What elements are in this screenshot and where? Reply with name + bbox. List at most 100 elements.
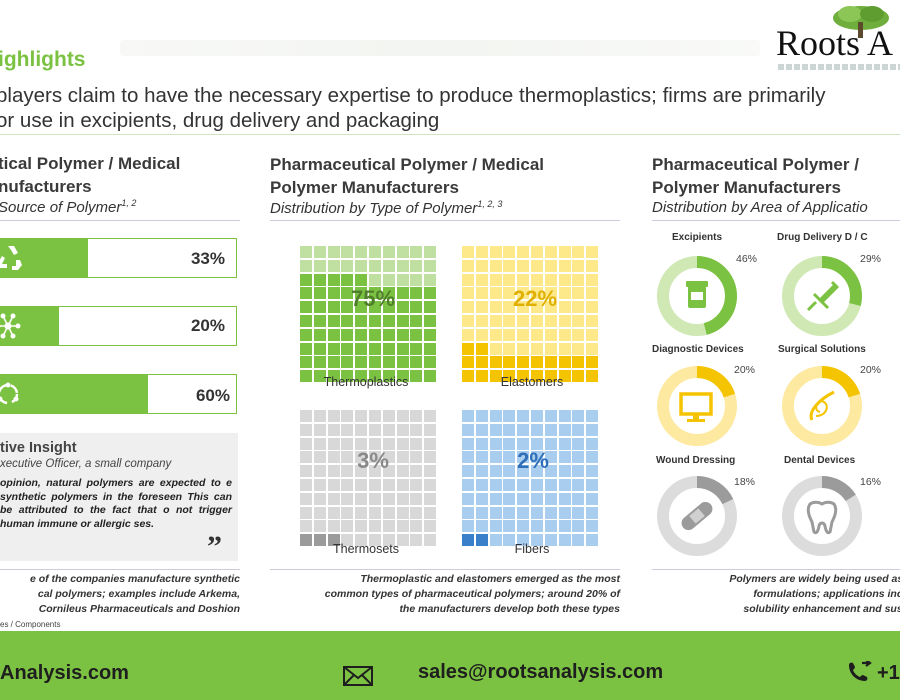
waffle-cell: [572, 423, 585, 436]
waffle-cell: [462, 342, 474, 355]
waffle-cell: [517, 328, 530, 341]
waffle-cell: [530, 342, 543, 355]
waffle-cell: [503, 520, 516, 533]
waffle-category-label: Thermosets: [333, 542, 399, 556]
waffle-cell: [475, 423, 488, 436]
waffle-cell: [313, 410, 326, 422]
waffle-cell: [544, 273, 557, 286]
waffle-cell: [355, 273, 368, 286]
waffle-cell: [424, 437, 437, 450]
waffle-cell: [300, 423, 312, 436]
waffle-cell: [475, 273, 488, 286]
waffle-cell: [341, 534, 354, 547]
waffle-cell: [558, 246, 571, 258]
footer-email-link[interactable]: sales@rootsanalysis.com: [418, 661, 664, 683]
waffle-cell: [462, 273, 474, 286]
donut-category-label: Drug Delivery D / C: [777, 232, 868, 243]
header-divider: [0, 134, 900, 135]
monitor-icon: [679, 392, 713, 422]
waffle-cell: [424, 314, 437, 327]
donut-value-arc: [657, 256, 737, 336]
waffle-cell: [572, 370, 585, 383]
waffle-cell: [382, 410, 395, 422]
quote-mark-icon: ”: [207, 530, 222, 563]
waffle-cell: [462, 534, 474, 547]
left-panel-subtitle: Source of Polymer1, 2: [0, 198, 137, 216]
waffle-cell: [410, 370, 423, 383]
right-note-divider: [652, 569, 900, 570]
waffle-cell: [355, 370, 368, 383]
waffle-cell: [517, 492, 530, 505]
waffle-thermosets: [300, 410, 437, 547]
page-title: ighlights: [0, 48, 86, 71]
left-divider: [0, 220, 240, 221]
waffle-cell: [530, 437, 543, 450]
bar-value-label: 20%: [190, 316, 225, 335]
waffle-cell: [503, 437, 516, 450]
footer-phone-link[interactable]: +1: [877, 662, 900, 684]
donut-value-arc: [782, 366, 862, 446]
waffle-cell: [489, 478, 502, 491]
waffle-cell: [489, 437, 502, 450]
waffle-cell: [572, 259, 585, 272]
footer-website-link[interactable]: Analysis.com: [0, 662, 129, 684]
waffle-cell: [572, 314, 585, 327]
waffle-cell: [300, 534, 312, 547]
donut-pct-label: 46%: [736, 253, 758, 265]
insight-subtitle: xecutive Officer, a small company: [0, 458, 172, 470]
waffle-cell: [475, 356, 488, 369]
donut-chart: [657, 366, 737, 446]
waffle-cell: [300, 273, 312, 286]
waffle-cell: [355, 534, 368, 547]
waffle-cell: [517, 437, 530, 450]
waffle-cell: [313, 520, 326, 533]
waffle-cell: [558, 328, 571, 341]
waffle-cell: [424, 534, 437, 547]
waffle-cell: [300, 314, 312, 327]
waffle-cell: [396, 328, 409, 341]
page-subtitle-line: players claim to have the necessary expe…: [0, 84, 826, 107]
waffle-cell: [368, 423, 381, 436]
waffle-cell: [396, 437, 409, 450]
waffle-cell: [586, 478, 599, 491]
waffle-cell: [517, 370, 530, 383]
waffle-cell: [410, 246, 423, 258]
waffle-cell: [368, 534, 381, 547]
tree-logo-icon: [833, 6, 889, 38]
bar-fill-natural: [0, 238, 88, 278]
waffle-cell: [586, 356, 599, 369]
waffle-cell: [586, 520, 599, 533]
waffle-cell: [572, 520, 585, 533]
waffle-cell: [313, 356, 326, 369]
bandage-icon: [681, 501, 713, 531]
waffle-cell: [327, 410, 340, 422]
waffle-cell: [489, 423, 502, 436]
waffle-cell: [558, 478, 571, 491]
waffle-cell: [530, 506, 543, 519]
waffle-cell: [355, 423, 368, 436]
waffle-cell: [424, 492, 437, 505]
waffle-cell: [341, 328, 354, 341]
waffle-cell: [368, 492, 381, 505]
waffle-cell: [489, 287, 502, 300]
waffle-cell: [489, 301, 502, 314]
note-line: cal polymers; examples include Arkema,: [37, 588, 240, 600]
donut-value-arc: [782, 476, 862, 556]
waffle-cell: [327, 465, 340, 478]
middle-title-line: Pharmaceutical Polymer / Medical: [270, 155, 545, 174]
waffle-cell: [517, 451, 530, 464]
waffle-cell: [341, 410, 354, 422]
waffle-cell: [586, 301, 599, 314]
page-subtitle-line: or use in excipients, drug delivery and …: [0, 109, 440, 132]
waffle-cell: [517, 465, 530, 478]
waffle-cell: [424, 478, 437, 491]
waffle-cell: [327, 301, 340, 314]
waffle-cell: [410, 423, 423, 436]
waffle-cell: [396, 410, 409, 422]
waffle-cell: [368, 287, 381, 300]
waffle-cell: [313, 246, 326, 258]
waffle-cell: [396, 273, 409, 286]
waffle-cell: [396, 451, 409, 464]
waffle-cell: [503, 273, 516, 286]
waffle-cell: [489, 506, 502, 519]
